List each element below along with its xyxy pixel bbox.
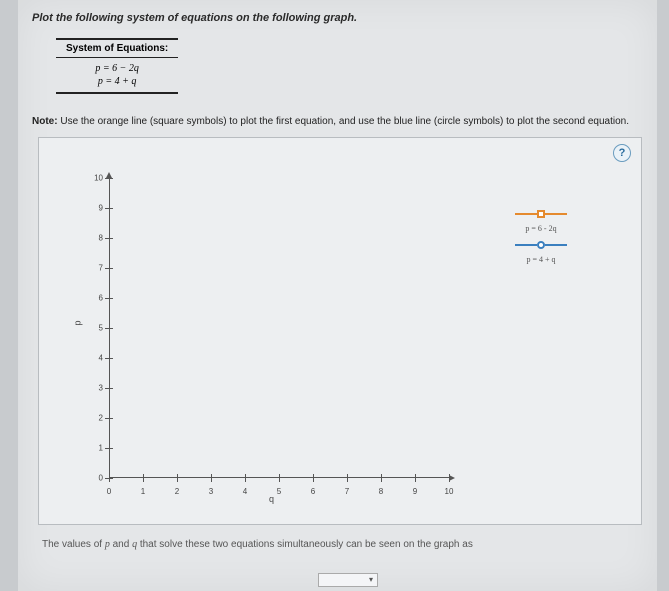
legend-item-orange[interactable]: p = 6 - 2q bbox=[481, 206, 601, 233]
legend-blue-seg-left bbox=[515, 244, 537, 246]
note-body: Use the orange line (square symbols) to … bbox=[58, 116, 629, 127]
x-tick-label: 0 bbox=[107, 487, 111, 496]
y-tick-label: 7 bbox=[87, 264, 103, 273]
legend-blue-seg-right bbox=[545, 244, 567, 246]
y-tick bbox=[105, 328, 113, 329]
legend-blue-swatch bbox=[481, 237, 601, 253]
y-tick-label: 1 bbox=[87, 444, 103, 453]
legend-orange-label: p = 6 - 2q bbox=[481, 224, 601, 233]
y-tick-label: 9 bbox=[87, 204, 103, 213]
y-tick-label: 4 bbox=[87, 354, 103, 363]
x-tick bbox=[177, 474, 178, 482]
x-tick-label: 2 bbox=[175, 487, 179, 496]
square-marker-icon bbox=[537, 210, 545, 218]
y-tick bbox=[105, 358, 113, 359]
footer-post: that solve these two equations simultane… bbox=[137, 539, 473, 550]
y-tick-label: 0 bbox=[87, 474, 103, 483]
footer-mid: and bbox=[110, 539, 132, 550]
x-tick bbox=[143, 474, 144, 482]
y-tick bbox=[105, 418, 113, 419]
y-tick bbox=[105, 298, 113, 299]
x-tick-label: 6 bbox=[311, 487, 315, 496]
y-tick bbox=[105, 268, 113, 269]
x-tick-label: 5 bbox=[277, 487, 281, 496]
x-tick-label: 9 bbox=[413, 487, 417, 496]
legend-orange-seg-right bbox=[545, 213, 567, 215]
y-tick-label: 3 bbox=[87, 384, 103, 393]
equation-2: p = 4 + q bbox=[56, 75, 178, 88]
x-tick bbox=[109, 474, 110, 482]
y-tick bbox=[105, 448, 113, 449]
legend-blue-label: p = 4 + q bbox=[481, 255, 601, 264]
equations-list: p = 6 − 2q p = 4 + q bbox=[56, 58, 178, 94]
footer-pre: The values of bbox=[42, 539, 105, 550]
x-tick-label: 3 bbox=[209, 487, 213, 496]
y-tick-label: 6 bbox=[87, 294, 103, 303]
y-tick-label: 2 bbox=[87, 414, 103, 423]
circle-marker-icon bbox=[537, 241, 545, 249]
help-button[interactable]: ? bbox=[613, 144, 631, 162]
y-tick-label: 8 bbox=[87, 234, 103, 243]
legend: p = 6 - 2q p = 4 + q bbox=[481, 206, 601, 268]
y-tick bbox=[105, 238, 113, 239]
y-tick-label: 10 bbox=[87, 174, 103, 183]
footer-text: The values of p and q that solve these t… bbox=[42, 539, 643, 550]
plot-area[interactable]: 012345678910 012345678910 bbox=[109, 178, 449, 478]
legend-item-blue[interactable]: p = 4 + q bbox=[481, 237, 601, 264]
answer-dropdown[interactable]: ▾ bbox=[318, 573, 378, 587]
legend-orange-seg-left bbox=[515, 213, 537, 215]
x-tick bbox=[449, 474, 450, 482]
x-tick bbox=[313, 474, 314, 482]
x-tick-label: 1 bbox=[141, 487, 145, 496]
x-axis-title: q bbox=[269, 494, 274, 504]
y-tick bbox=[105, 388, 113, 389]
note-text: Note: Use the orange line (square symbol… bbox=[32, 116, 643, 127]
x-tick-label: 4 bbox=[243, 487, 247, 496]
x-tick bbox=[415, 474, 416, 482]
instruction-text: Plot the following system of equations o… bbox=[32, 12, 643, 24]
x-tick bbox=[279, 474, 280, 482]
x-tick-label: 7 bbox=[345, 487, 349, 496]
legend-orange-swatch bbox=[481, 206, 601, 222]
y-tick bbox=[105, 208, 113, 209]
graph-panel: ? p 012345678910 012345678910 q p = 6 - … bbox=[38, 137, 642, 525]
x-tick-label: 8 bbox=[379, 487, 383, 496]
y-axis-title: p bbox=[73, 320, 83, 325]
equations-header: System of Equations: bbox=[56, 38, 178, 58]
x-tick bbox=[381, 474, 382, 482]
y-tick bbox=[105, 178, 113, 179]
equations-box: System of Equations: p = 6 − 2q p = 4 + … bbox=[56, 38, 178, 94]
note-prefix: Note: bbox=[32, 116, 58, 127]
x-tick bbox=[211, 474, 212, 482]
x-tick-label: 10 bbox=[445, 487, 454, 496]
y-tick-label: 5 bbox=[87, 324, 103, 333]
x-tick bbox=[245, 474, 246, 482]
worksheet-page: Plot the following system of equations o… bbox=[18, 0, 657, 591]
chevron-down-icon: ▾ bbox=[369, 575, 373, 584]
equation-1: p = 6 − 2q bbox=[56, 62, 178, 75]
x-tick bbox=[347, 474, 348, 482]
